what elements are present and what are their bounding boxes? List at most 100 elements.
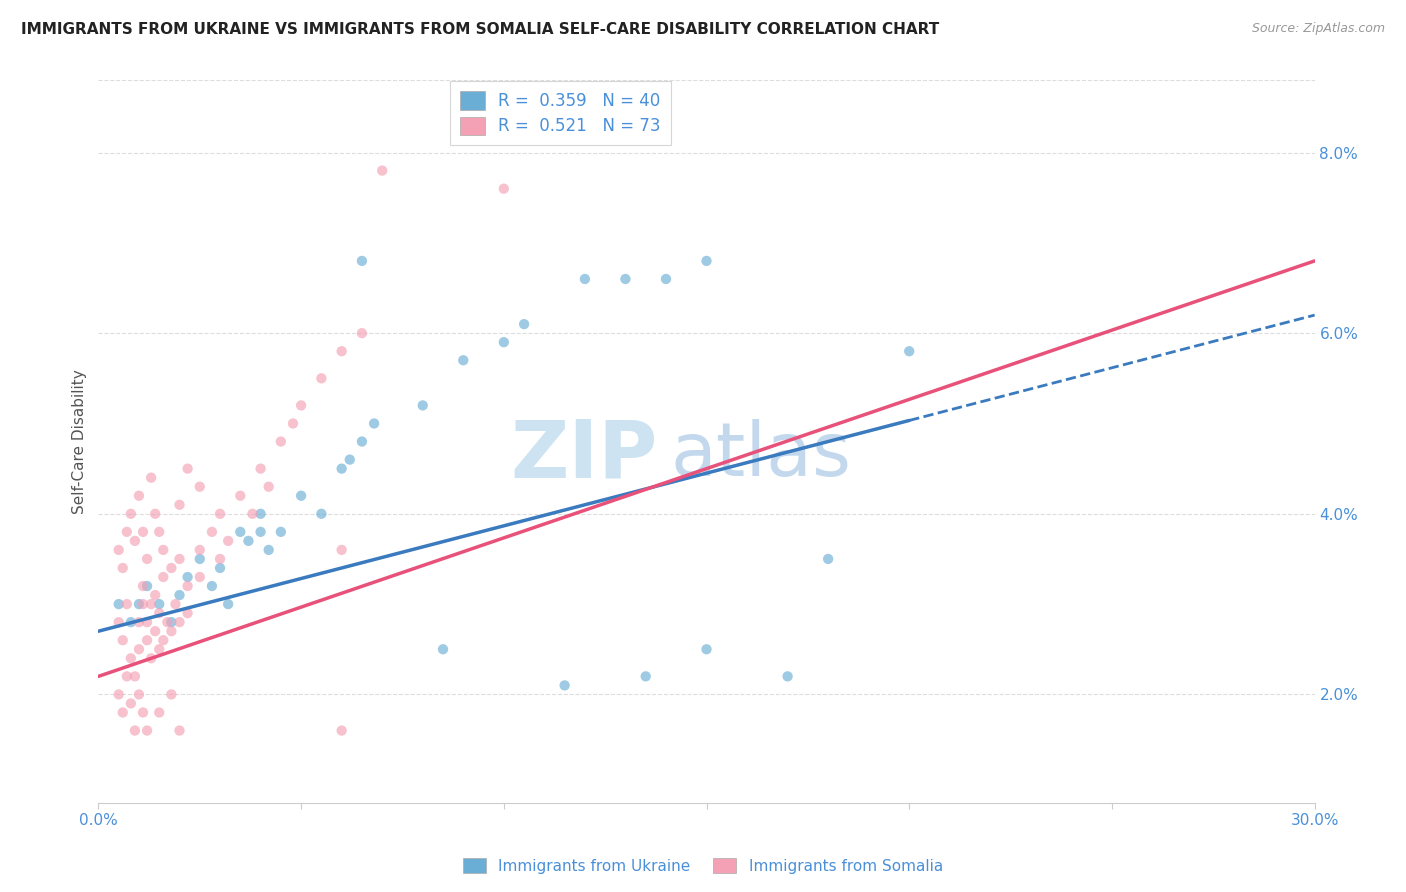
Point <box>124 723 146 738</box>
Point <box>217 597 239 611</box>
Point <box>492 181 515 195</box>
Point <box>492 335 515 350</box>
Point <box>290 489 312 503</box>
Point <box>432 642 454 657</box>
Point <box>169 498 191 512</box>
Point <box>160 561 183 575</box>
Point <box>115 524 138 539</box>
Point <box>120 615 142 630</box>
Point <box>513 317 536 331</box>
Point <box>124 533 146 548</box>
Point <box>148 706 170 720</box>
Point <box>776 669 799 683</box>
Point <box>311 371 333 385</box>
Legend: R =  0.359   N = 40, R =  0.521   N = 73: R = 0.359 N = 40, R = 0.521 N = 73 <box>450 81 671 145</box>
Point <box>209 552 232 566</box>
Point <box>249 507 271 521</box>
Point <box>188 542 211 557</box>
Point <box>115 669 138 683</box>
Point <box>229 489 252 503</box>
Point <box>696 642 718 657</box>
Point <box>554 678 576 692</box>
Point <box>107 542 129 557</box>
Point <box>290 398 312 412</box>
Point <box>107 615 129 630</box>
Point <box>412 398 434 412</box>
Point <box>143 507 166 521</box>
Point <box>128 597 150 611</box>
Point <box>148 597 170 611</box>
Point <box>350 326 373 340</box>
Point <box>136 552 159 566</box>
Point <box>371 163 394 178</box>
Point <box>188 480 211 494</box>
Point <box>257 542 280 557</box>
Point <box>453 353 475 368</box>
Point <box>229 524 252 539</box>
Point <box>124 669 146 683</box>
Point <box>209 561 232 575</box>
Point <box>165 597 187 611</box>
Point <box>136 633 159 648</box>
Point <box>188 552 211 566</box>
Point <box>152 542 174 557</box>
Point <box>270 434 292 449</box>
Point <box>330 344 353 359</box>
Point <box>188 570 211 584</box>
Point <box>152 570 174 584</box>
Point <box>136 579 159 593</box>
Point <box>169 723 191 738</box>
Point <box>148 606 170 620</box>
Point <box>139 470 162 484</box>
Point <box>176 606 198 620</box>
Point <box>217 533 239 548</box>
Point <box>132 706 155 720</box>
Point <box>156 615 179 630</box>
Point <box>363 417 385 431</box>
Point <box>136 723 159 738</box>
Point <box>696 253 718 268</box>
Point <box>115 597 138 611</box>
Point <box>169 552 191 566</box>
Point <box>120 697 142 711</box>
Point <box>201 524 224 539</box>
Point <box>111 561 134 575</box>
Point <box>238 533 260 548</box>
Y-axis label: Self-Care Disability: Self-Care Disability <box>72 369 87 514</box>
Point <box>176 570 198 584</box>
Point <box>107 597 129 611</box>
Point <box>139 651 162 665</box>
Point <box>257 480 280 494</box>
Text: ZIP: ZIP <box>510 417 658 495</box>
Point <box>148 524 170 539</box>
Point <box>330 723 353 738</box>
Point <box>139 597 162 611</box>
Point <box>132 524 155 539</box>
Point <box>143 624 166 639</box>
Point <box>350 253 373 268</box>
Point <box>898 344 921 359</box>
Point <box>128 489 150 503</box>
Point <box>132 597 155 611</box>
Point <box>169 588 191 602</box>
Point <box>132 579 155 593</box>
Point <box>128 687 150 701</box>
Point <box>152 633 174 648</box>
Point <box>270 524 292 539</box>
Point <box>209 507 232 521</box>
Point <box>136 615 159 630</box>
Point <box>128 615 150 630</box>
Text: atlas: atlas <box>671 419 851 492</box>
Text: IMMIGRANTS FROM UKRAINE VS IMMIGRANTS FROM SOMALIA SELF-CARE DISABILITY CORRELAT: IMMIGRANTS FROM UKRAINE VS IMMIGRANTS FR… <box>21 22 939 37</box>
Point <box>176 461 198 475</box>
Point <box>339 452 361 467</box>
Point <box>311 507 333 521</box>
Point <box>655 272 678 286</box>
Point <box>160 624 183 639</box>
Point <box>111 706 134 720</box>
Point <box>120 651 142 665</box>
Text: Source: ZipAtlas.com: Source: ZipAtlas.com <box>1251 22 1385 36</box>
Point <box>128 642 150 657</box>
Point <box>160 687 183 701</box>
Point <box>148 642 170 657</box>
